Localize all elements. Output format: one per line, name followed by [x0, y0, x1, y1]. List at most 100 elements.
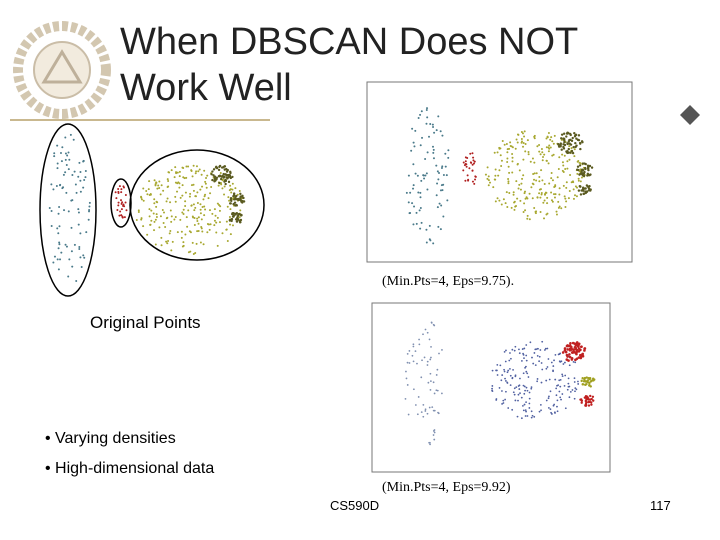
dot: [228, 199, 231, 202]
dot: [513, 393, 516, 396]
dot: [541, 179, 544, 182]
dot: [557, 384, 560, 387]
dot: [209, 223, 212, 226]
dot: [122, 185, 125, 188]
dot: [505, 390, 507, 393]
dot: [175, 171, 178, 174]
dot: [526, 372, 529, 375]
dot: [178, 170, 181, 173]
dot: [182, 212, 185, 215]
dot: [493, 178, 496, 181]
dot: [412, 343, 415, 346]
dot: [71, 265, 74, 268]
dot: [208, 209, 211, 212]
dot: [551, 140, 554, 143]
cluster-outline: [39, 123, 97, 297]
dot: [119, 210, 122, 213]
dot: [504, 360, 507, 363]
dot: [552, 365, 555, 367]
dot: [199, 208, 202, 211]
dot: [64, 158, 67, 161]
dot: [535, 179, 538, 182]
dot: [187, 251, 190, 254]
dot: [547, 397, 550, 400]
dot: [525, 370, 528, 373]
dot: [540, 148, 543, 151]
dot: [565, 200, 568, 203]
dot: [567, 147, 570, 151]
dot: [74, 183, 77, 186]
dot: [511, 348, 514, 351]
dot: [496, 151, 499, 154]
dot: [521, 177, 524, 180]
dot: [500, 164, 503, 167]
dot: [558, 193, 561, 196]
dot: [181, 194, 184, 197]
dot: [59, 258, 62, 261]
dot: [441, 165, 444, 168]
dot: [79, 170, 82, 173]
dot: [543, 349, 546, 351]
dot: [566, 388, 569, 391]
dot: [52, 188, 55, 191]
dot: [236, 193, 239, 196]
dot: [62, 173, 65, 176]
dot: [420, 221, 423, 224]
dot: [550, 413, 553, 415]
dot: [582, 380, 586, 383]
dot: [563, 195, 566, 198]
dot: [514, 147, 517, 150]
dot: [194, 252, 197, 255]
dot: [406, 352, 409, 355]
dot: [84, 169, 87, 172]
dot: [424, 328, 427, 331]
dot: [563, 140, 566, 144]
dot: [513, 201, 516, 204]
dot: [572, 360, 575, 363]
dot: [223, 193, 226, 196]
dot: [219, 205, 222, 208]
dot: [167, 171, 170, 174]
dot: [509, 367, 511, 370]
dot: [436, 368, 439, 371]
dot: [548, 378, 551, 381]
dot: [546, 366, 549, 368]
dot: [562, 363, 565, 365]
dot: [432, 125, 435, 128]
dot: [533, 161, 536, 164]
bullet: • High-dimensional data: [45, 460, 215, 477]
dot: [182, 176, 185, 179]
dot: [513, 349, 516, 352]
dot: [487, 184, 490, 187]
dot: [64, 136, 67, 139]
dot: [535, 172, 538, 175]
dot: [239, 213, 242, 216]
dot: [197, 222, 200, 225]
dot: [591, 395, 595, 399]
dot: [82, 160, 85, 163]
dot: [217, 184, 220, 187]
dot: [65, 245, 68, 248]
dot: [523, 347, 526, 350]
dot: [500, 379, 503, 382]
dot: [533, 172, 536, 175]
dot: [426, 412, 429, 415]
dot: [233, 198, 236, 201]
dot: [190, 169, 193, 172]
dot: [566, 348, 569, 351]
dot: [192, 203, 195, 206]
dot: [428, 135, 431, 138]
dot: [82, 186, 85, 189]
dot: [406, 384, 409, 386]
dot: [520, 182, 523, 185]
dot: [523, 135, 526, 138]
dot: [211, 170, 214, 173]
dot: [424, 158, 427, 161]
dot: [506, 381, 509, 384]
dot: [519, 199, 522, 202]
dot: [511, 408, 514, 411]
dot: [57, 232, 60, 235]
dot: [525, 344, 528, 346]
dot: [522, 142, 525, 145]
